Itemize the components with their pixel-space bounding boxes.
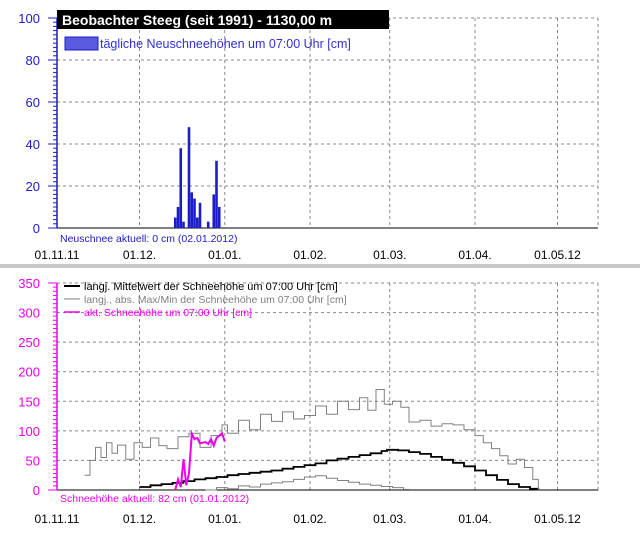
snow-depth-x-tick-label: 01.05.12 <box>534 512 581 526</box>
new-snow-x-tick-labels: 01.11.11 01.12. 01.01. 01.02. 01.03. 01.04. 01… <box>35 248 582 262</box>
snow-depth-y-tick-label: 300 <box>18 306 40 321</box>
new-snow-y-tick-label: 20 <box>26 179 40 194</box>
new-snow-x-tick-label: 01.01. <box>208 248 241 262</box>
snow-depth-x-tick-labels: 01.11.11 01.12. 01.01. 01.02. 01.03. 01.04. 01… <box>35 512 582 526</box>
current-snow-depth-line <box>174 430 226 491</box>
new-snow-bar <box>195 217 199 228</box>
new-snow-x-tick-label: 01.05.12 <box>534 248 581 262</box>
new-snow-bar <box>193 198 196 228</box>
legend-label-2: akt. Schneehöhe um 07:00 Uhr [cm] <box>84 307 252 319</box>
new-snow-x-tick-label: 01.02. <box>293 248 326 262</box>
max-snow-depth-line <box>84 389 539 490</box>
snow-depth-chart: 0 50 100 150 200 250 300 350 langj. Mittelwert … <box>18 276 599 526</box>
new-snow-plot-area <box>57 10 598 230</box>
new-snow-bar <box>206 221 210 228</box>
new-snow-grid <box>57 17 599 229</box>
snow-depth-x-tick-label: 01.03. <box>373 512 406 526</box>
new-snow-bar <box>198 202 202 228</box>
new-snow-bar <box>190 192 194 228</box>
new-snow-footer: Neuschnee aktuell: 0 cm (02.01.2012) <box>60 233 237 245</box>
new-snow-y-axis: 0 20 40 60 80 100 <box>18 11 58 236</box>
legend-label-1: langj., abs. Max/Min der Schneehöhe um 0… <box>84 294 347 306</box>
chart-title-bar <box>57 10 389 29</box>
snow-depth-y-axis: 0 50 100 150 200 250 300 350 <box>18 276 58 498</box>
new-snow-bar <box>173 217 177 228</box>
new-snow-bar <box>179 148 183 228</box>
new-snow-y-tick-label: 40 <box>26 137 40 152</box>
new-snow-y-tick-label: 60 <box>26 95 40 110</box>
snow-depth-x-tick-label: 01.01. <box>208 512 241 526</box>
snow-depth-y-tick-label: 100 <box>18 424 40 439</box>
chart-title: Beobachter Steeg (seit 1991) - 1130,00 m <box>62 12 332 28</box>
new-snow-chart: 0 20 40 60 80 100 Beobachter Steeg (seit 1991… <box>18 10 599 262</box>
chart-separator <box>0 264 640 268</box>
new-snow-legend-swatch <box>64 36 99 51</box>
new-snow-x-tick-label: 01.11.11 <box>35 248 80 262</box>
min-snow-depth-line <box>205 475 410 491</box>
new-snow-x-tick-label: 01.12. <box>123 248 156 262</box>
new-snow-y-tick-label: 100 <box>18 11 40 26</box>
new-snow-bar <box>217 207 221 228</box>
new-snow-bar <box>187 127 191 228</box>
mean-snow-depth-line <box>139 448 540 490</box>
snow-depth-footer: Schneehöhe aktuell: 82 cm (01.01.2012) <box>60 493 249 505</box>
snow-depth-y-tick-label: 350 <box>18 276 40 291</box>
new-snow-bar <box>215 160 218 228</box>
snow-depth-y-tick-label: 250 <box>18 335 40 350</box>
new-snow-bar <box>212 194 216 228</box>
snow-depth-x-tick-label: 01.02. <box>293 512 326 526</box>
snow-depth-y-tick-label: 50 <box>26 453 40 468</box>
new-snow-y-tick-label: 80 <box>26 53 40 68</box>
snow-depth-y-tick-label: 200 <box>18 365 40 380</box>
new-snow-x-tick-label: 01.04. <box>458 248 491 262</box>
new-snow-bar <box>176 207 180 228</box>
snow-depth-x-tick-label: 01.11.11 <box>35 512 80 526</box>
new-snow-legend-label: tägliche Neuschneehöhen um 07:00 Uhr [cm… <box>100 37 351 51</box>
snow-depth-legend: langj. Mittelwert der Schneehöhe um 07:0… <box>64 281 347 319</box>
snow-depth-x-tick-label: 01.04. <box>458 512 491 526</box>
snow-depth-lines <box>84 389 540 491</box>
new-snow-bar <box>182 221 185 228</box>
new-snow-bars <box>173 127 221 228</box>
new-snow-x-tick-label: 01.03. <box>373 248 406 262</box>
legend-label-0: langj. Mittelwert der Schneehöhe um 07:0… <box>84 281 338 293</box>
new-snow-y-tick-label: 0 <box>33 221 40 236</box>
snow-depth-y-tick-label: 150 <box>18 394 40 409</box>
snow-depth-y-tick-label: 0 <box>33 483 40 498</box>
snow-depth-x-tick-label: 01.12. <box>123 512 156 526</box>
